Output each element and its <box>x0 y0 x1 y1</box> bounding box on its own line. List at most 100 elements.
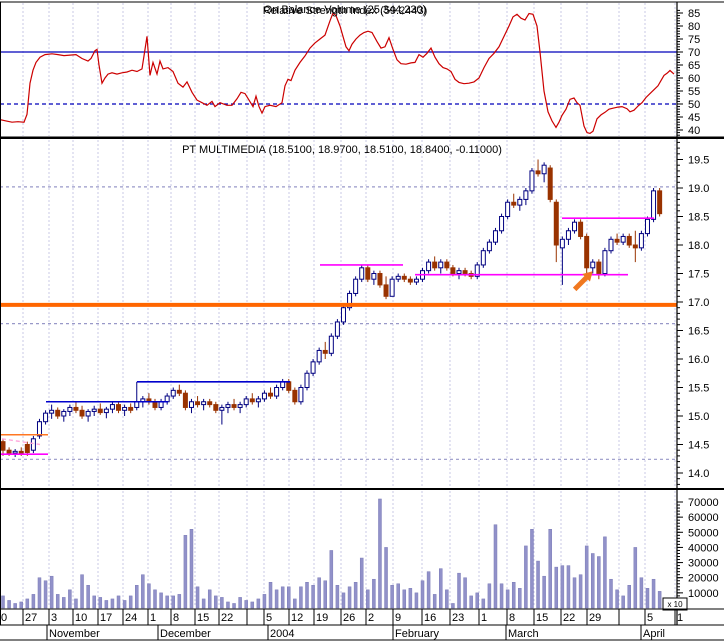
week-label[interactable]: 12 <box>291 612 303 624</box>
y-axis-label: 45 <box>688 112 700 124</box>
week-label[interactable]: 1 <box>481 612 487 624</box>
y-axis-label: 19.0 <box>688 183 709 195</box>
volume-bar <box>366 589 370 609</box>
y-axis-label: 15.0 <box>688 411 709 423</box>
volume-bar <box>432 594 437 609</box>
volume-bar <box>49 575 54 609</box>
volume-bar <box>384 547 388 609</box>
candle-body <box>620 235 626 243</box>
volume-series <box>1 498 662 609</box>
volume-bar <box>524 545 528 609</box>
month-label[interactable]: 2004 <box>270 628 294 640</box>
buy-signal-arrow-icon[interactable] <box>572 271 593 292</box>
week-label[interactable]: 22 <box>221 612 233 624</box>
volume-bar <box>55 594 60 609</box>
volume-bar <box>615 589 619 609</box>
candle-body <box>97 408 103 414</box>
candle-body <box>36 421 42 437</box>
week-label[interactable]: 16 <box>424 612 436 624</box>
candlestick-series <box>0 159 663 458</box>
month-label[interactable]: April <box>643 628 665 640</box>
volume-bar <box>13 603 17 609</box>
y-axis-label: 14.5 <box>688 440 709 452</box>
week-label[interactable]: 17 <box>100 612 112 624</box>
week-label[interactable]: 8 <box>509 612 515 624</box>
candle-body <box>413 278 419 283</box>
month-label[interactable]: February <box>395 628 440 640</box>
week-label[interactable]: 3 <box>51 612 57 624</box>
y-axis-label: 85 <box>688 8 700 20</box>
volume-bar <box>451 603 455 609</box>
volume-bar <box>645 588 650 609</box>
week-label[interactable]: 15 <box>197 612 209 624</box>
volume-bar <box>280 586 285 609</box>
week-label[interactable]: 22 <box>563 612 575 624</box>
week-label[interactable]: 8 <box>173 612 179 624</box>
volume-bar <box>165 595 169 609</box>
candle-body <box>116 404 122 411</box>
week-label[interactable]: 1 <box>150 612 156 624</box>
volume-bar <box>62 597 66 609</box>
candle-body <box>572 221 578 232</box>
week-label[interactable]: 2 <box>368 612 374 624</box>
y-axis-label: 70 <box>688 47 700 59</box>
candle-body <box>359 267 365 280</box>
volume-bar <box>396 583 400 609</box>
volume-bar <box>572 577 577 609</box>
y-axis-label: 17.5 <box>688 269 709 281</box>
volume-bar <box>542 575 546 609</box>
candle-body <box>261 392 267 400</box>
week-label[interactable]: 15 <box>536 612 548 624</box>
candle-body <box>492 230 498 243</box>
volume-bar <box>499 583 504 609</box>
candle-body <box>596 261 602 275</box>
candle-body <box>164 395 170 403</box>
candle-body <box>632 244 638 249</box>
candle-body <box>505 201 511 217</box>
date-axis: 0 27 3 10 17 24 1 8 15 22 5 12 19 26 2 9 16 23 1 8 15 22 29 5 1N… <box>0 608 724 641</box>
month-label[interactable]: December <box>160 628 211 640</box>
y-axis-label: 18.0 <box>688 240 709 252</box>
volume-bar <box>463 577 467 609</box>
week-label[interactable]: 0 <box>1 612 7 624</box>
volume-bar <box>135 585 139 609</box>
week-label[interactable]: 26 <box>343 612 355 624</box>
volume-bar <box>262 594 267 609</box>
week-label[interactable]: 5 <box>266 612 272 624</box>
week-label[interactable]: 19 <box>316 612 328 624</box>
price-plot-area[interactable] <box>0 139 677 488</box>
volume-bar <box>177 594 182 609</box>
volume-bar <box>183 535 188 609</box>
candle-body <box>590 261 596 269</box>
volume-bar <box>511 582 516 609</box>
volume-bar <box>420 580 425 609</box>
y-axis-label: 20000 <box>688 573 719 585</box>
candle-body <box>401 275 407 280</box>
candle-body <box>553 201 559 246</box>
rsi-plot-area[interactable] <box>0 2 677 137</box>
candle-body <box>128 406 134 411</box>
week-label[interactable]: 5 <box>647 612 653 624</box>
week-label[interactable]: 29 <box>589 612 601 624</box>
y-axis-label: 19.5 <box>688 155 709 167</box>
series <box>0 11 675 609</box>
volume-bar <box>408 588 413 609</box>
candle-body <box>249 398 255 403</box>
candle-body <box>456 270 462 274</box>
volume-bar <box>597 556 601 609</box>
volume-bar <box>536 560 540 609</box>
month-label[interactable]: November <box>49 628 100 640</box>
candle-body <box>377 273 383 286</box>
week-label[interactable]: 1 <box>677 612 683 624</box>
volume-bar <box>560 565 565 609</box>
y-axis-label: 50 <box>688 99 700 111</box>
week-label[interactable]: 24 <box>125 612 137 624</box>
week-label[interactable]: 23 <box>452 612 464 624</box>
volume-bar <box>353 582 358 609</box>
month-label[interactable]: March <box>508 628 539 640</box>
week-label[interactable]: 27 <box>25 612 37 624</box>
week-label[interactable]: 9 <box>395 612 401 624</box>
candle-body <box>43 412 49 423</box>
candle-body <box>638 233 644 249</box>
week-label[interactable]: 10 <box>75 612 87 624</box>
